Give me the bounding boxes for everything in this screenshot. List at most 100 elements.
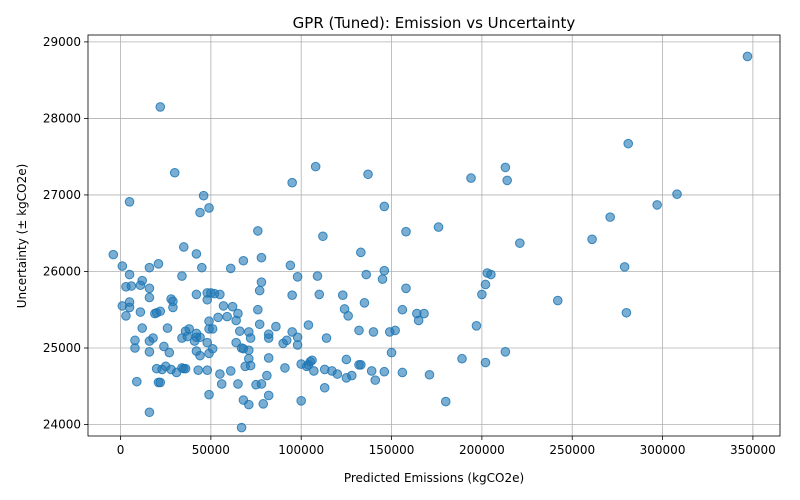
scatter-point bbox=[263, 333, 274, 343]
scatter-point bbox=[256, 252, 267, 263]
scatter-point bbox=[319, 364, 330, 375]
scatter-point bbox=[379, 265, 390, 276]
scatter-point bbox=[379, 201, 390, 212]
scatter-point bbox=[225, 263, 236, 274]
scatter-point bbox=[471, 321, 482, 331]
scatter-point bbox=[121, 281, 131, 292]
axis-ticks: 0 50000 100000 150000 200000 250000 300000 3500… bbox=[43, 35, 776, 457]
scatter-point bbox=[433, 222, 444, 232]
x-axis-label: Predicted Emissions (kgCO2e) bbox=[344, 471, 524, 485]
scatter-point bbox=[117, 261, 128, 271]
scatter-point bbox=[256, 379, 267, 389]
scatter-point bbox=[319, 382, 330, 393]
scatter-point bbox=[162, 323, 173, 333]
scatter-point bbox=[296, 395, 307, 406]
scatter-point bbox=[310, 161, 321, 172]
scatter-point bbox=[280, 363, 290, 373]
x-tick-label: 300000 bbox=[640, 443, 686, 457]
scatter-point bbox=[137, 323, 148, 333]
scatter-point bbox=[271, 321, 281, 332]
x-tick-label: 200000 bbox=[459, 443, 505, 457]
scatter-point bbox=[218, 301, 229, 311]
scatter-point bbox=[202, 337, 213, 348]
scatter-point bbox=[144, 283, 155, 294]
scatter-point bbox=[356, 247, 366, 258]
scatter-point bbox=[262, 370, 272, 381]
scatter-point bbox=[254, 319, 265, 330]
scatter-point bbox=[285, 260, 296, 271]
scatter-point bbox=[292, 340, 303, 350]
scatter-point bbox=[486, 269, 496, 280]
scatter-point bbox=[424, 369, 435, 380]
x-tick-label: 250000 bbox=[549, 443, 595, 457]
scatter-point bbox=[151, 363, 162, 374]
scatter-point bbox=[366, 366, 377, 376]
scatter-point bbox=[309, 366, 319, 376]
scatter-point bbox=[169, 167, 180, 178]
scatter-point bbox=[502, 175, 512, 186]
scatter-point bbox=[354, 325, 364, 336]
scatter-point bbox=[238, 255, 249, 266]
scatter-point bbox=[197, 262, 207, 273]
scatter-point bbox=[216, 379, 227, 389]
scatter-point bbox=[202, 365, 213, 375]
y-tick-label: 25000 bbox=[43, 341, 81, 355]
scatter-point bbox=[191, 346, 202, 356]
y-tick-label: 24000 bbox=[43, 418, 81, 432]
scatter-point bbox=[178, 242, 189, 252]
scatter-point bbox=[191, 249, 202, 259]
scatter-point bbox=[343, 311, 353, 321]
scatter-point bbox=[168, 302, 178, 313]
scatter-point bbox=[121, 311, 131, 321]
scatter-point bbox=[191, 289, 202, 300]
scatter-point bbox=[303, 320, 314, 330]
scatter-point bbox=[135, 280, 146, 291]
scatter-point bbox=[124, 302, 135, 313]
scatter-point bbox=[215, 289, 225, 300]
scatter-point bbox=[256, 277, 267, 287]
x-tick-label: 100000 bbox=[278, 443, 324, 457]
scatter-point bbox=[130, 343, 140, 353]
scatter-point bbox=[155, 102, 166, 112]
scatter-point bbox=[500, 162, 511, 173]
scatter-point bbox=[144, 292, 155, 303]
y-tick-label: 28000 bbox=[43, 111, 81, 125]
scatter-point bbox=[244, 345, 254, 356]
scatter-point bbox=[397, 367, 408, 378]
scatter-point bbox=[189, 336, 200, 346]
scatter-point bbox=[253, 226, 263, 236]
scatter-point bbox=[204, 348, 214, 359]
y-tick-label: 26000 bbox=[43, 264, 81, 278]
scatter-point bbox=[623, 138, 634, 149]
scatter-point bbox=[377, 274, 388, 284]
scatter-point bbox=[124, 269, 135, 280]
scatter-point bbox=[144, 336, 155, 346]
scatter-point bbox=[401, 226, 411, 237]
scatter-point bbox=[397, 304, 408, 315]
scatter-point bbox=[124, 197, 135, 207]
scatter-point bbox=[155, 377, 166, 388]
y-axis-label: Uncertainty (± kgCO2e) bbox=[15, 164, 29, 309]
scatter-point bbox=[587, 234, 597, 245]
scatter-point bbox=[240, 361, 250, 372]
scatter-point bbox=[341, 354, 352, 365]
scatter-point bbox=[180, 363, 191, 374]
scatter-point bbox=[314, 289, 325, 300]
scatter-point bbox=[193, 365, 204, 375]
y-tick-label: 29000 bbox=[43, 35, 81, 49]
scatter-point bbox=[386, 347, 397, 358]
scatter-point bbox=[552, 295, 563, 306]
scatter-point bbox=[368, 327, 379, 337]
scatter-point bbox=[480, 279, 491, 290]
scatter-point bbox=[195, 207, 205, 218]
data-points bbox=[108, 51, 753, 433]
scatter-point bbox=[354, 360, 364, 370]
x-tick-label: 350000 bbox=[730, 443, 776, 457]
scatter-point bbox=[419, 308, 429, 319]
scatter-point bbox=[318, 231, 328, 242]
scatter-point bbox=[144, 407, 155, 418]
scatter-point bbox=[401, 283, 411, 294]
x-tick-label: 0 bbox=[117, 443, 125, 457]
scatter-point bbox=[361, 269, 372, 280]
